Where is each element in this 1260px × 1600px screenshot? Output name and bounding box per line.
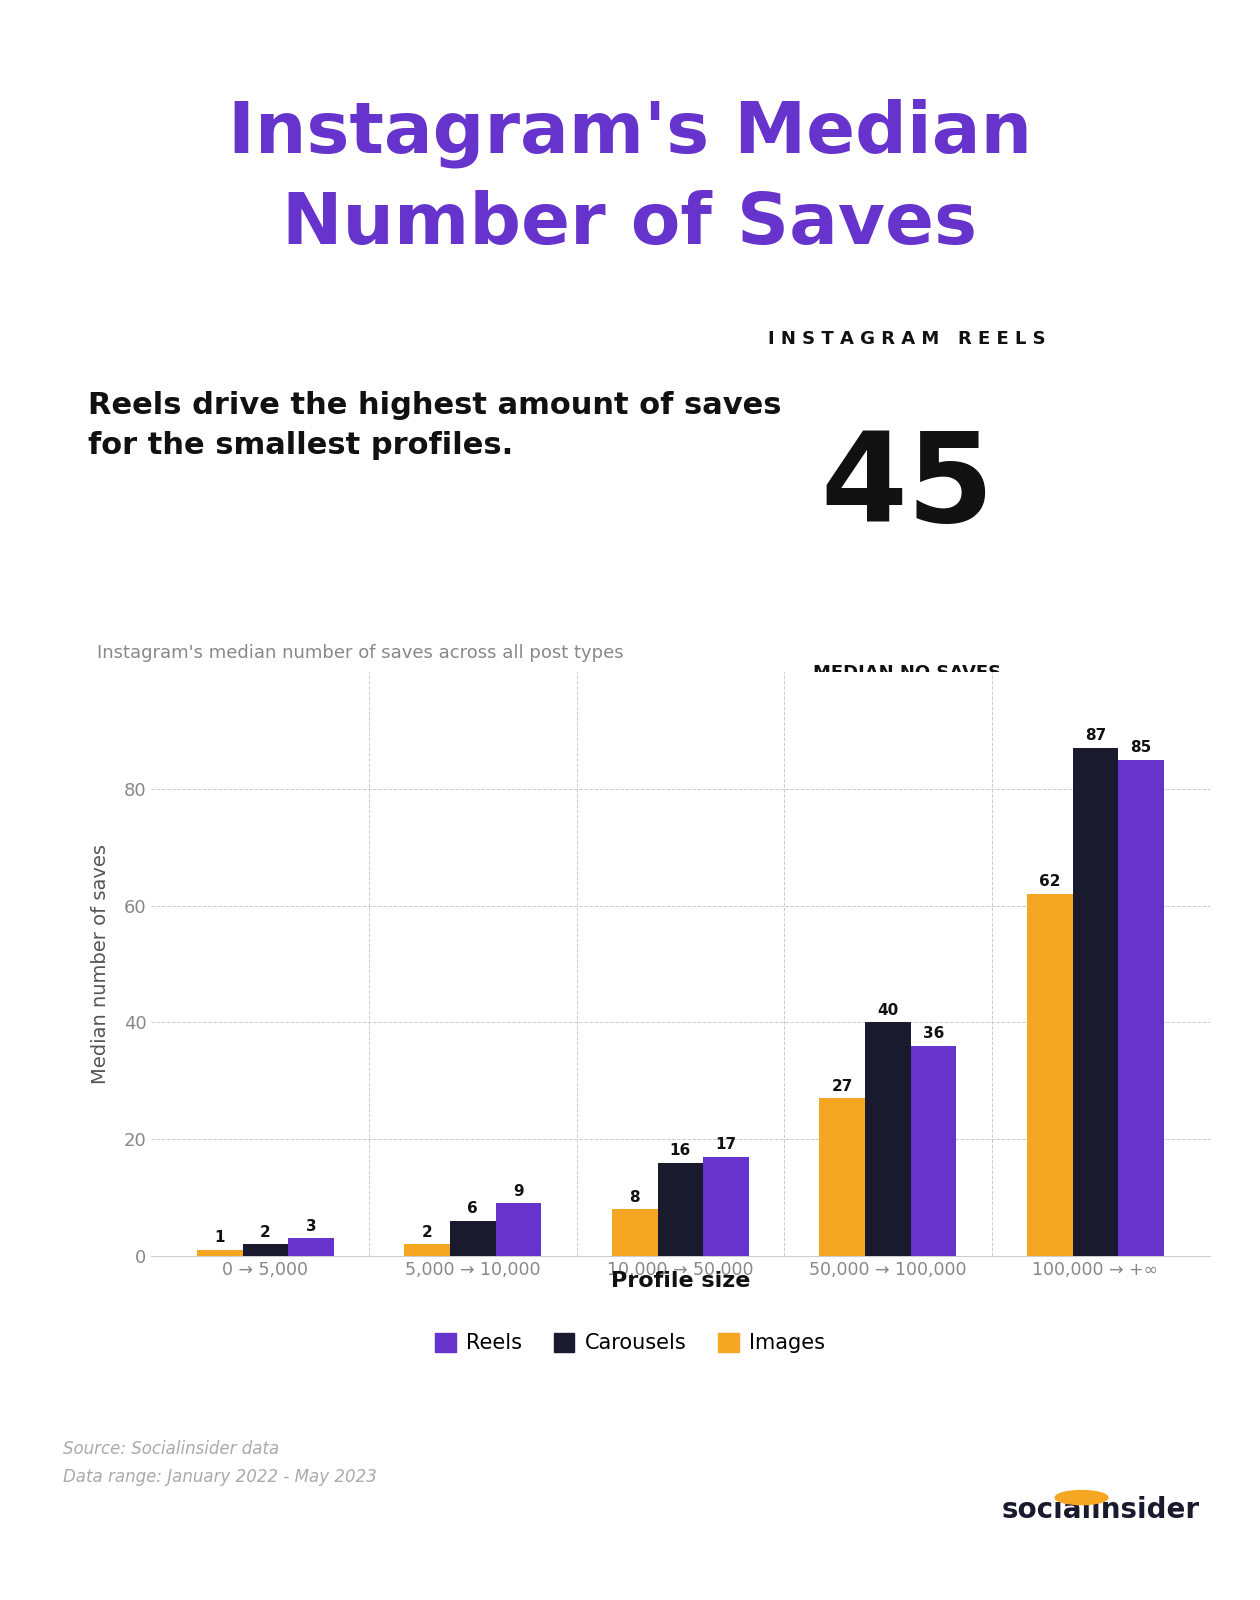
Text: 62: 62 [1040, 874, 1061, 890]
Text: socialınsider: socialınsider [1002, 1496, 1200, 1525]
Bar [819, 1098, 866, 1256]
Text: Reels drive the highest amount of saves
for the smallest profiles.: Reels drive the highest amount of saves … [88, 390, 781, 461]
Text: 16: 16 [670, 1142, 690, 1158]
Bar [911, 1046, 956, 1256]
Text: Profile size: Profile size [611, 1270, 750, 1291]
Text: 85: 85 [1130, 739, 1152, 755]
Bar [658, 1163, 703, 1256]
Text: 6: 6 [467, 1202, 479, 1216]
Text: 1: 1 [214, 1230, 226, 1245]
Y-axis label: Median number of saves: Median number of saves [91, 845, 110, 1085]
Bar [197, 1250, 242, 1256]
Text: 27: 27 [832, 1078, 853, 1094]
Text: 9: 9 [513, 1184, 524, 1198]
Bar [1072, 747, 1119, 1256]
Text: Source: Socialinsider data
Data range: January 2022 - May 2023: Source: Socialinsider data Data range: J… [63, 1440, 377, 1486]
Bar [450, 1221, 495, 1256]
Text: Instagram's Median
Number of Saves: Instagram's Median Number of Saves [228, 99, 1032, 259]
Bar [495, 1203, 542, 1256]
Text: 8: 8 [630, 1190, 640, 1205]
Text: 87: 87 [1085, 728, 1106, 744]
Bar [289, 1238, 334, 1256]
Text: MEDIAN NO SAVES: MEDIAN NO SAVES [813, 664, 1002, 682]
Bar [242, 1245, 289, 1256]
Text: 45: 45 [820, 427, 994, 549]
Bar [404, 1245, 450, 1256]
Bar [866, 1022, 911, 1256]
Circle shape [1056, 1491, 1108, 1504]
Text: 36: 36 [922, 1026, 944, 1042]
Text: 17: 17 [716, 1138, 737, 1152]
Text: 2: 2 [422, 1224, 432, 1240]
Text: 2: 2 [260, 1224, 271, 1240]
Legend: Reels, Carousels, Images: Reels, Carousels, Images [427, 1325, 833, 1362]
Text: 3: 3 [306, 1219, 316, 1234]
Text: I N S T A G R A M   R E E L S: I N S T A G R A M R E E L S [769, 330, 1046, 347]
Bar [703, 1157, 748, 1256]
Bar [1027, 894, 1072, 1256]
Bar [1119, 760, 1164, 1256]
Bar [612, 1210, 658, 1256]
Text: 40: 40 [877, 1003, 898, 1018]
Text: Instagram's median number of saves across all post types: Instagram's median number of saves acros… [97, 643, 624, 662]
